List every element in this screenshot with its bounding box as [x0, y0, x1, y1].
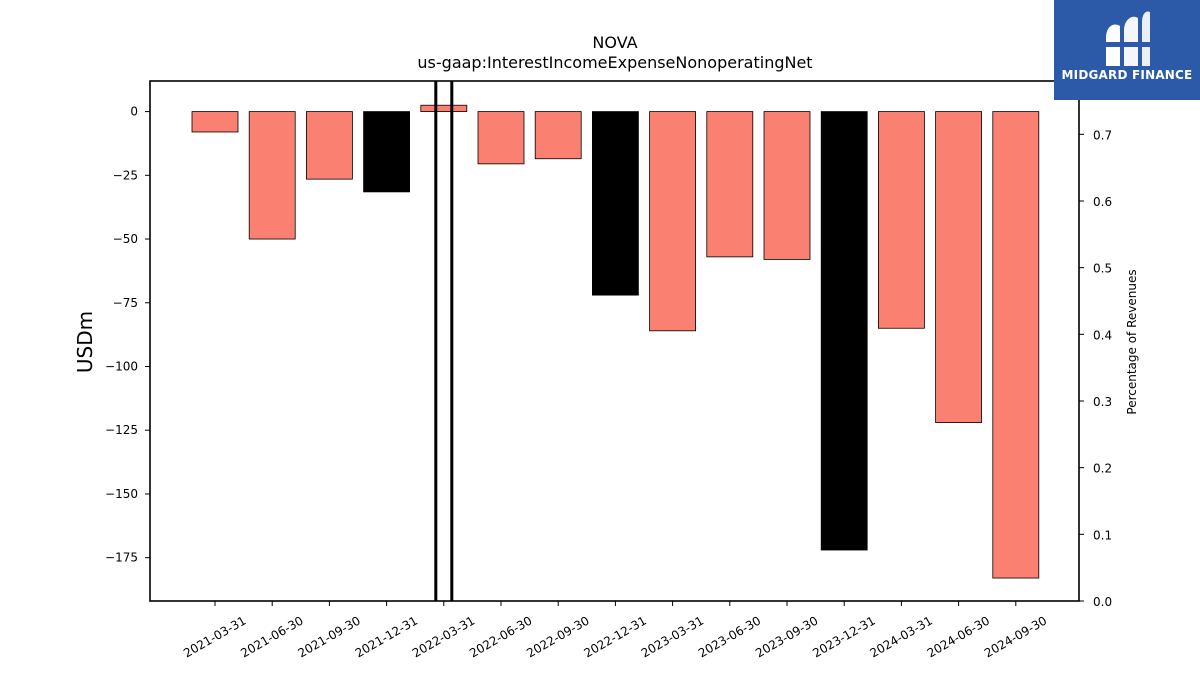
x-tick-label: 2021-12-31: [353, 613, 420, 660]
x-tick-label: 2023-09-30: [753, 613, 820, 660]
y2-tick-label: 0.7: [1093, 128, 1112, 142]
bar-2022-03-31: [420, 104, 468, 112]
x-tick-label: 2023-03-31: [639, 613, 706, 660]
y-axis-label: USDm: [73, 311, 97, 373]
bar-2023-06-30: [706, 111, 754, 258]
y-tick-label: −75: [113, 296, 138, 310]
y-axis: 0 −25 −50 −75 −100 −125 −150 −175: [105, 105, 150, 565]
bar-2024-06-30: [935, 111, 982, 423]
x-tick-label: 2022-09-30: [524, 613, 591, 660]
x-tick-label: 2023-06-30: [696, 613, 763, 660]
bar-2024-03-31: [878, 111, 925, 329]
x-tick-label: 2022-12-31: [581, 613, 648, 660]
bar-2022-12-31: [592, 111, 639, 296]
bar-2023-09-30: [763, 111, 811, 260]
chart-subtitle: us-gaap:InterestIncomeExpenseNonoperatin…: [417, 53, 812, 72]
y-tick-label: −125: [105, 423, 138, 437]
y2-tick-label: 0.5: [1093, 262, 1112, 276]
bar-2021-03-31: [191, 111, 239, 133]
y-tick-label: −175: [105, 551, 138, 565]
x-tick-label: 2022-03-31: [410, 613, 477, 660]
bar-2022-09-30: [534, 111, 582, 160]
y2-tick-label: 0.1: [1093, 528, 1112, 542]
bars-group: [191, 104, 1040, 579]
x-tick-label: 2024-06-30: [925, 613, 992, 660]
y-tick-label: −25: [113, 168, 138, 182]
bar-2022-06-30: [477, 111, 525, 165]
bar-2021-12-31: [363, 111, 411, 193]
x-tick-label: 2024-03-31: [867, 613, 934, 660]
highlight-group: [434, 81, 454, 601]
brand-logo: MIDGARD FINANCE: [1054, 0, 1200, 100]
logo-text: MIDGARD FINANCE: [1061, 68, 1193, 82]
x-tick-label: 2022-06-30: [467, 613, 534, 660]
bar-2023-03-31: [649, 111, 696, 332]
x-tick-label: 2021-03-31: [181, 613, 248, 660]
bar-2021-06-30: [248, 111, 296, 240]
y-tick-label: −50: [113, 232, 138, 246]
y2-axis: 0.0 0.1 0.2 0.3 0.4 0.5 0.6 0.7: [1079, 128, 1112, 609]
bar-2023-12-31: [820, 111, 868, 551]
y2-tick-label: 0.4: [1093, 328, 1112, 342]
logo-mark-icon: [1104, 11, 1150, 66]
bar-2021-09-30: [305, 111, 353, 180]
y-tick-label: −100: [105, 359, 138, 373]
plot-frame: [149, 80, 1080, 602]
x-axis: 2021-03-312021-06-302021-09-302021-12-31…: [181, 601, 1049, 660]
y-tick-label: 0: [130, 105, 138, 119]
x-tick-label: 2021-09-30: [295, 613, 362, 660]
x-tick-label: 2024-09-30: [982, 613, 1049, 660]
y2-axis-label: Percentage of Revenues: [1125, 269, 1139, 414]
x-tick-label: 2021-06-30: [238, 613, 305, 660]
chart-title: NOVA: [592, 33, 637, 52]
x-tick-label: 2023-12-31: [810, 613, 877, 660]
y-tick-label: −150: [105, 487, 138, 501]
y2-tick-label: 0.0: [1093, 595, 1112, 609]
y2-tick-label: 0.6: [1093, 195, 1112, 209]
bar-2024-09-30: [992, 111, 1040, 579]
y2-tick-label: 0.2: [1093, 462, 1112, 476]
y2-tick-label: 0.3: [1093, 395, 1112, 409]
